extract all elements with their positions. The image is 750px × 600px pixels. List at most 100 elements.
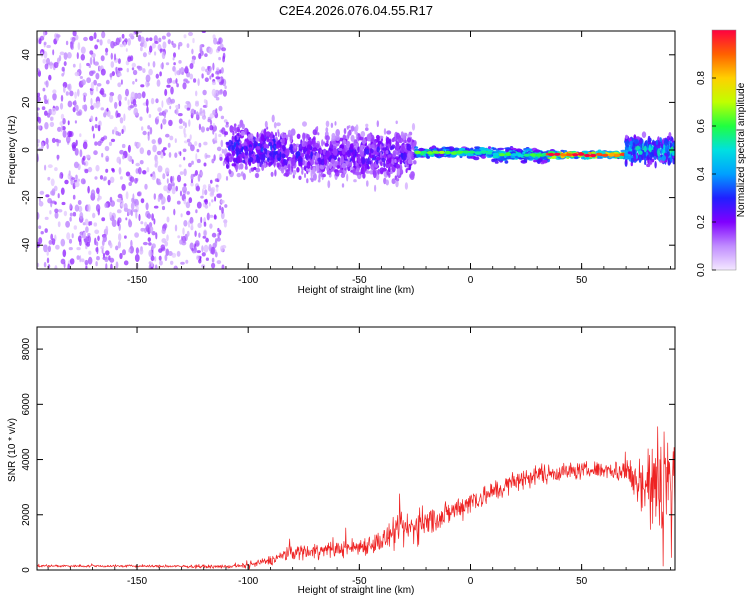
spectrogram-cell xyxy=(39,190,45,195)
spectrogram-cell xyxy=(86,242,90,247)
spectrogram-cell xyxy=(638,150,643,155)
spectrogram-cell xyxy=(190,108,196,116)
spectrogram-cell xyxy=(159,48,165,52)
spectrogram-cell xyxy=(67,100,73,108)
spectrogram-cell xyxy=(50,233,54,241)
spectrogram-cell xyxy=(44,216,49,220)
spectrogram-cell xyxy=(386,130,392,135)
spectrogram-cell xyxy=(86,77,91,84)
spectrogram-cell xyxy=(357,133,360,137)
spectrogram-cell xyxy=(65,220,70,228)
spectrogram-cell xyxy=(142,68,146,74)
spectrogram-cell xyxy=(47,197,52,204)
spectrogram-cell xyxy=(377,168,381,175)
spectrogram-cell xyxy=(215,96,220,101)
spectrogram-cell xyxy=(215,76,221,80)
spectrogram-cell xyxy=(338,148,343,151)
spectrogram-cell xyxy=(189,134,192,140)
spectrogram-cell xyxy=(134,254,140,262)
spectrogram-cell xyxy=(366,163,370,170)
spectrogram-cell xyxy=(43,51,48,59)
spectrogram-cell xyxy=(110,200,115,207)
spectrogram-cell xyxy=(164,167,170,175)
spectrogram-cell xyxy=(180,213,183,218)
spectrogram-cell xyxy=(46,250,49,256)
spectrogram-cell xyxy=(37,107,40,111)
spectrogram-cell xyxy=(387,143,391,149)
spectrogram-cell xyxy=(318,173,321,181)
spectrogram-cell xyxy=(117,58,121,64)
spectrogram-cell xyxy=(44,63,49,70)
spectrogram-cell xyxy=(349,143,354,150)
spectrogram-cell xyxy=(479,147,486,151)
spectrogram-cell xyxy=(37,143,40,147)
spectrogram-cell xyxy=(362,138,367,145)
spectrogram-peak xyxy=(486,151,493,155)
spectrogram-cell xyxy=(213,154,216,162)
spectrogram-cell xyxy=(317,132,320,136)
spectrogram-cell xyxy=(312,147,318,152)
spectrogram-cell xyxy=(71,233,74,239)
spectrogram-cell xyxy=(211,262,216,269)
spectrogram-cell xyxy=(365,123,369,128)
spectrogram-cell xyxy=(203,99,207,104)
spectrogram-cell xyxy=(196,148,200,153)
spectrogram-cell xyxy=(326,140,329,144)
spectrogram-cell xyxy=(54,265,58,269)
spectrogram-cell xyxy=(161,149,165,153)
spectrogram-cell xyxy=(83,36,88,42)
spectrogram-cell xyxy=(525,148,532,152)
spectrogram-cell xyxy=(82,231,87,239)
spectrogram-cell xyxy=(625,159,628,165)
spectrogram-peak xyxy=(596,152,603,156)
spectrogram-cell xyxy=(130,209,133,217)
spectrogram-cell xyxy=(294,145,297,149)
spectrogram-cell xyxy=(87,185,90,194)
spectrogram-cell xyxy=(212,123,216,127)
spectrogram-cell xyxy=(591,151,596,154)
spectrogram-cell xyxy=(203,230,207,237)
spectrogram-segment xyxy=(224,114,284,181)
spectrogram-cell xyxy=(178,118,183,124)
figure-title: C2E4.2026.076.04.55.R17 xyxy=(279,3,433,18)
spectrogram-cell xyxy=(388,166,391,172)
spectrogram-cell xyxy=(205,68,208,73)
spectrogram-cell xyxy=(146,167,150,173)
spectrogram-cell xyxy=(395,143,400,151)
spectrogram-cell xyxy=(118,100,122,107)
spectrogram-cell xyxy=(264,120,268,128)
spectrogram-cell xyxy=(69,212,73,217)
spectrogram-cell xyxy=(201,264,206,268)
spectrogram-cell xyxy=(163,113,166,119)
spectrogram-cell xyxy=(395,163,400,169)
spectrogram-cell xyxy=(249,168,252,174)
spectrogram-segment xyxy=(413,145,496,161)
spectrogram-cell xyxy=(115,66,118,75)
spectrogram-cell xyxy=(48,240,53,245)
snr-y-tick-label: 8000 xyxy=(21,338,32,361)
spectrogram-cell xyxy=(232,130,235,136)
spectrogram-cell xyxy=(170,86,174,95)
spectrogram-cell xyxy=(269,152,272,156)
spectrogram-cell xyxy=(377,141,382,145)
spectrogram-cell xyxy=(151,174,156,181)
snr-series-line xyxy=(37,426,675,570)
spectrogram-segment xyxy=(37,31,228,269)
spectrogram-cell xyxy=(255,141,258,145)
spectrogram-cell xyxy=(131,62,136,68)
spectrogram-panel: -150 -100 -50 0 50 40 20 0 -20 -40 Height of str… xyxy=(7,30,676,296)
spectrogram-peak xyxy=(572,153,579,157)
snr-y-tick-label: 2000 xyxy=(21,503,32,526)
spectrogram-cell xyxy=(170,260,174,265)
spectrogram-cell xyxy=(99,175,104,180)
spectrogram-cell xyxy=(110,138,116,143)
spectrogram-cell xyxy=(197,222,202,229)
spectrogram-cell xyxy=(253,166,257,171)
spectrogram-cell xyxy=(121,33,125,39)
spectrogram-cell xyxy=(183,183,187,187)
spectrogram-cell xyxy=(302,132,306,141)
spectrogram-cell xyxy=(105,79,110,85)
spectrogram-peak xyxy=(584,153,591,158)
spectrogram-cell xyxy=(81,79,86,86)
spectrogram-cell xyxy=(219,156,223,161)
